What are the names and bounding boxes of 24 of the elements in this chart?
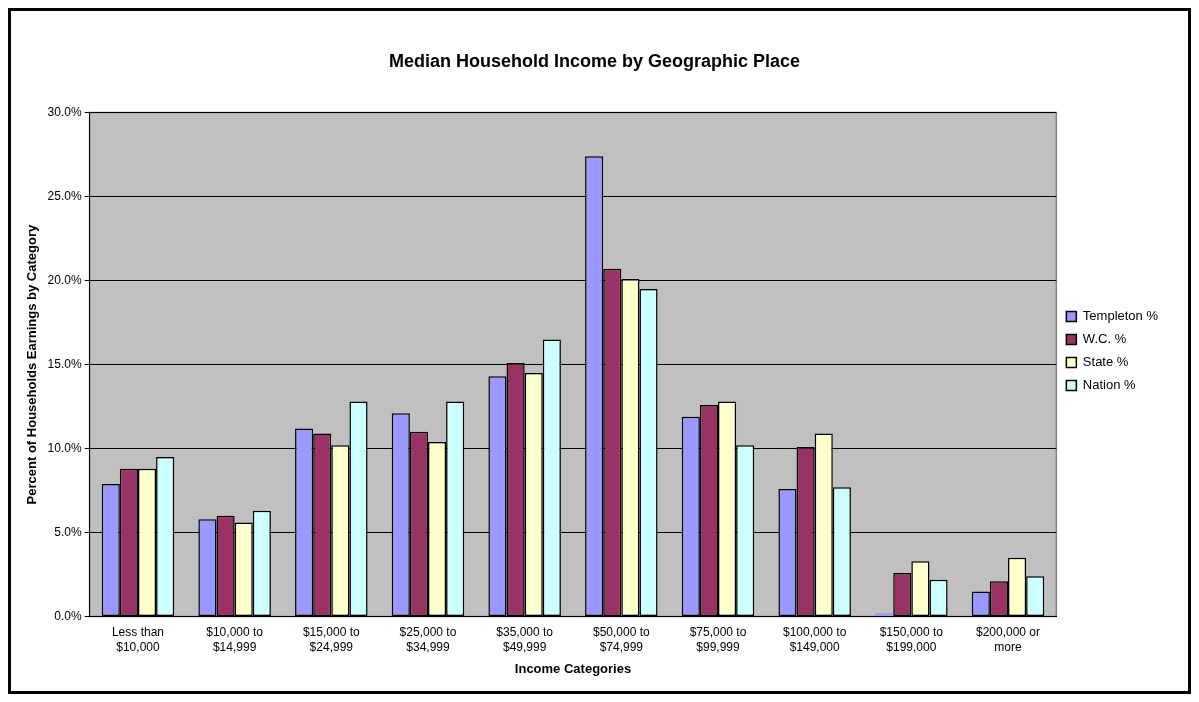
x-tick-label: $100,000 to $149,000: [782, 625, 847, 654]
x-tick-label: $50,000 to $74,999: [592, 625, 651, 654]
x-tick-label: $200,000 or more: [975, 625, 1041, 654]
x-tick-label: $150,000 to $199,000: [879, 625, 944, 654]
legend-label: W.C. %: [1082, 331, 1127, 347]
x-axis-title: Income Categories: [514, 660, 632, 676]
x-tick-label: Less than $10,000: [111, 625, 164, 654]
y-tick-label: 25.0%: [47, 188, 82, 203]
y-tick-label: 5.0%: [54, 524, 82, 539]
x-tick-label: $75,000 to $99,999: [689, 625, 747, 654]
legend-label: Templeton %: [1082, 308, 1159, 324]
y-axis-title: Percent of Households Earnings by Category: [24, 224, 40, 505]
chart-title: Median Household Income by Geographic Place: [388, 50, 801, 71]
legend-label: State %: [1082, 354, 1129, 370]
y-tick-label: 20.0%: [47, 272, 82, 287]
y-tick-label: 0.0%: [54, 608, 82, 623]
x-tick-label: $15,000 to $24,999: [302, 625, 360, 654]
x-tick-label: $10,000 to $14,999: [206, 625, 264, 654]
legend-label: Nation %: [1082, 377, 1137, 393]
y-tick-label: 10.0%: [47, 440, 82, 455]
x-tick-label: $35,000 to $49,999: [496, 625, 554, 654]
y-tick-label: 15.0%: [47, 356, 82, 371]
y-tick-label: 30.0%: [47, 104, 82, 119]
x-tick-label: $25,000 to $34,999: [399, 625, 457, 654]
